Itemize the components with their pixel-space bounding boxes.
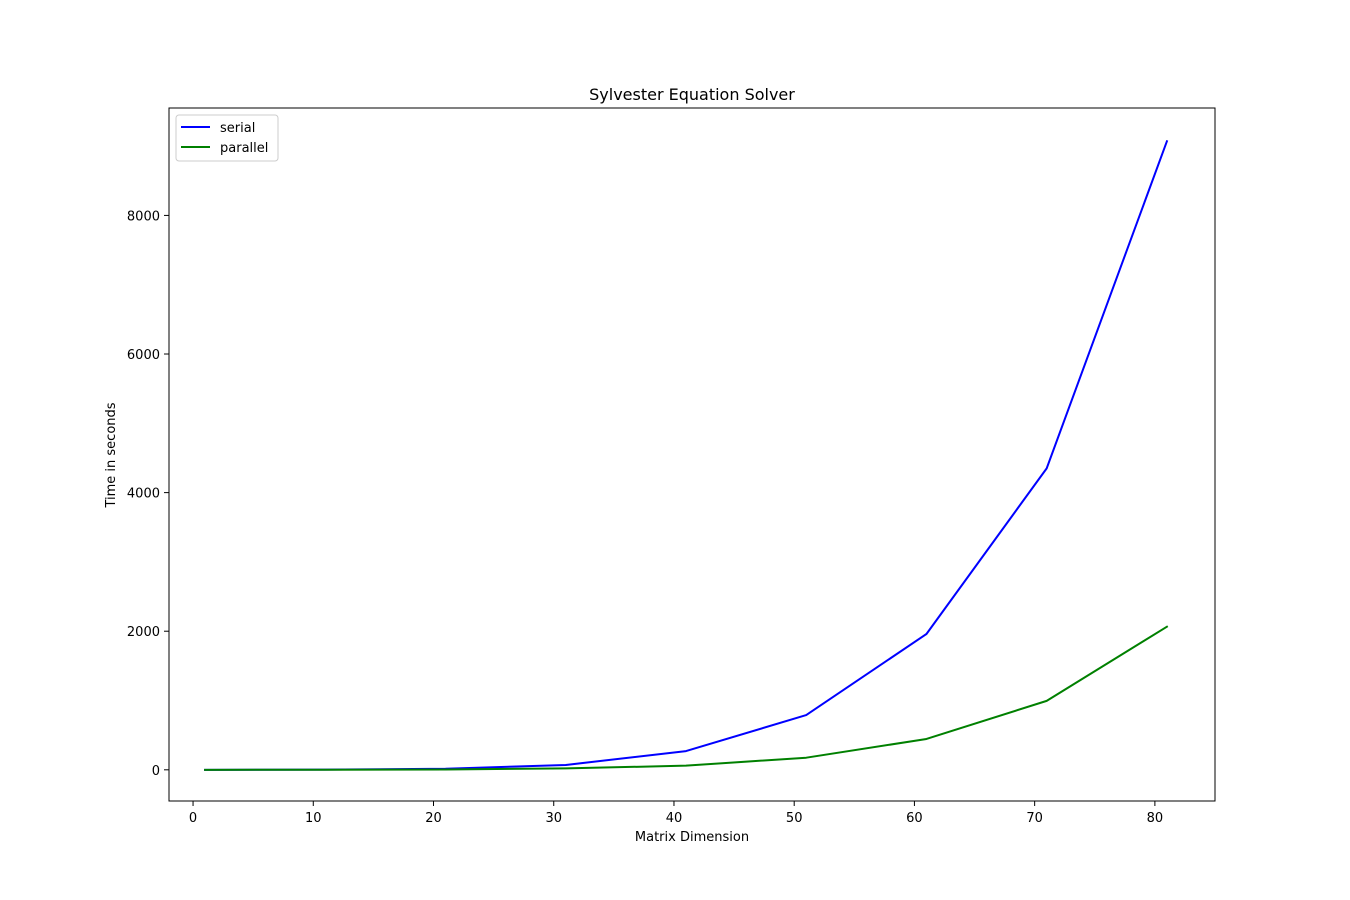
x-tick-label: 20 [425,811,442,826]
x-tick-label: 10 [305,811,322,826]
x-tick-label: 50 [786,811,803,826]
legend: serial parallel [175,114,279,162]
y-tick-label: 0 [152,764,160,779]
x-tick-label: 70 [1026,811,1043,826]
x-tick-label: 40 [666,811,683,826]
x-tick-label: 80 [1147,811,1164,826]
x-tick-label: 0 [189,811,197,826]
plot-area: 0 10 20 30 40 50 60 70 80 0 2000 4000 6000 8000 [127,107,1216,826]
series-line-parallel [204,625,1169,771]
y-tick-label: 8000 [127,209,160,224]
series-line-serial [204,139,1169,771]
legend-label-parallel: parallel [220,141,268,156]
y-tick-label: 2000 [127,625,160,640]
x-tick-label: 30 [545,811,562,826]
x-tick-label: 60 [906,811,923,826]
plot-frame [168,107,1216,802]
y-tick-label: 4000 [127,487,160,502]
y-tick-label: 6000 [127,348,160,363]
x-axis-label: Matrix Dimension [635,830,749,845]
chart-title: Sylvester Equation Solver [589,85,795,104]
legend-label-serial: serial [220,121,255,136]
y-axis-label: Time in seconds [104,402,119,508]
